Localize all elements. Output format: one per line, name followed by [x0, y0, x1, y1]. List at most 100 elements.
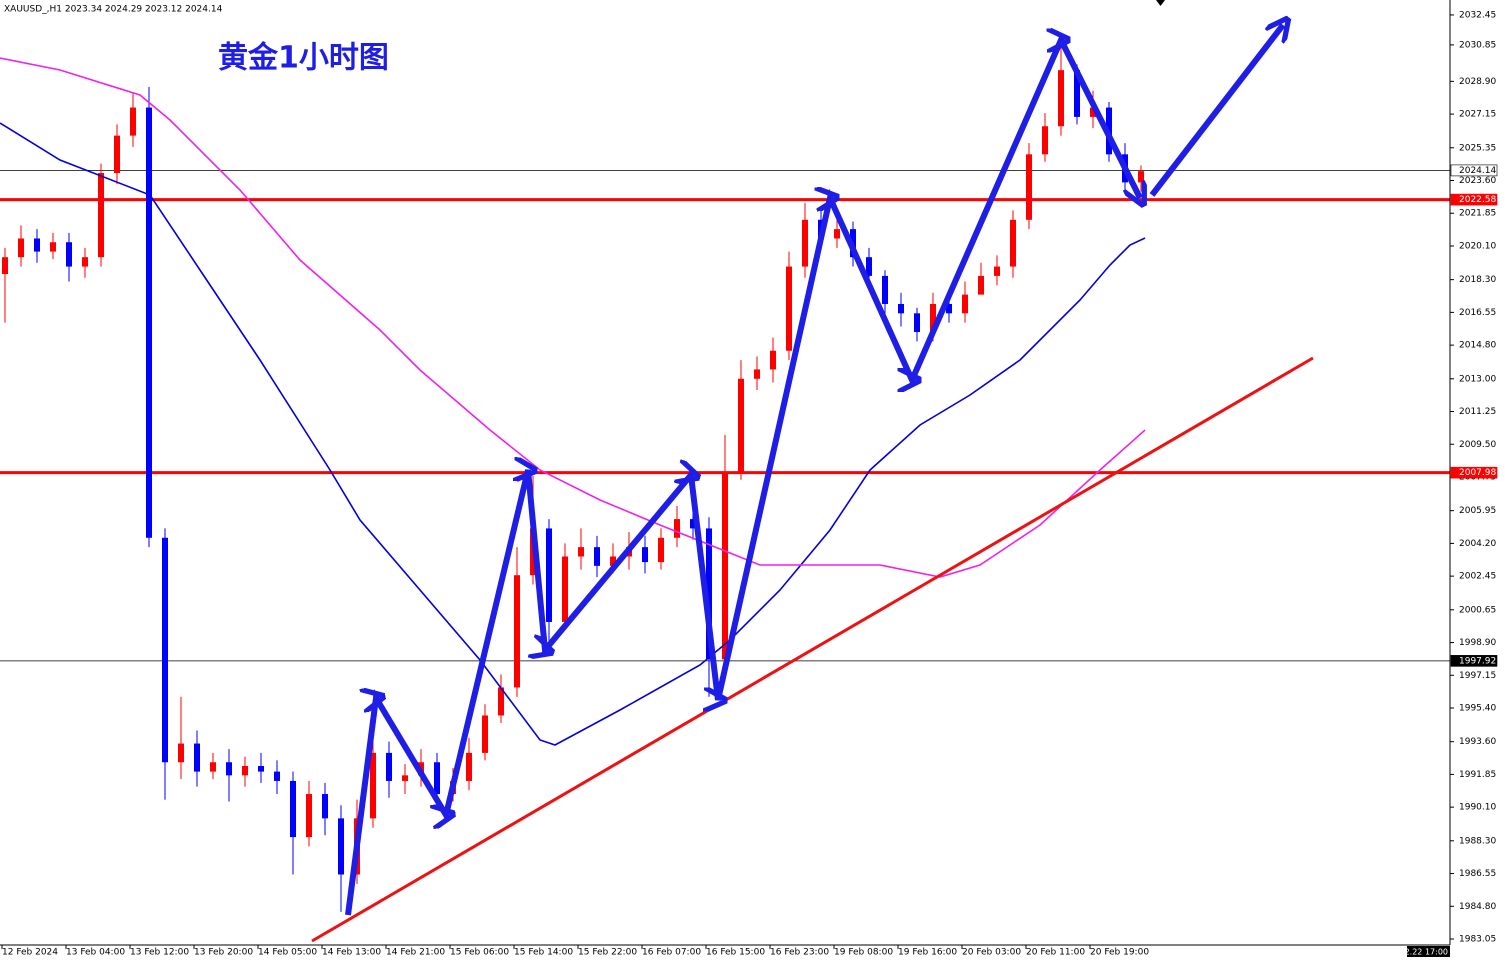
- y-tick-label: 1986.55: [1459, 869, 1496, 879]
- candle-body: [274, 771, 280, 781]
- y-tick-label: 2018.30: [1459, 275, 1496, 285]
- candle-body: [642, 547, 648, 563]
- level-label: 2024.14: [1459, 166, 1496, 176]
- candle-body: [738, 378, 744, 473]
- candle-body: [594, 547, 600, 566]
- y-tick-label: 2016.55: [1459, 308, 1496, 318]
- x-tick-label: 15 Feb 22:00: [578, 948, 637, 958]
- y-tick-label: 2013.00: [1459, 374, 1496, 384]
- x-tick-label: 12 Feb 2024: [2, 948, 58, 958]
- y-tick-label: 1995.40: [1459, 704, 1496, 714]
- y-tick-label: 1990.10: [1459, 803, 1496, 813]
- candle-body: [162, 537, 168, 763]
- x-tick-label: 16 Feb 07:00: [642, 948, 701, 958]
- candle-body: [770, 350, 776, 370]
- x-tick-label: 14 Feb 13:00: [322, 948, 381, 958]
- candle-body: [130, 107, 136, 136]
- overlays: [0, 25, 1314, 943]
- candle-body: [322, 794, 328, 819]
- x-tick-label: 19 Feb 08:00: [834, 948, 893, 958]
- level-label: 2007.98: [1459, 468, 1496, 478]
- y-tick-label: 2023.60: [1459, 176, 1496, 186]
- candle-body: [226, 762, 232, 776]
- candle-body: [482, 715, 488, 753]
- candle-body: [466, 752, 472, 781]
- candle-body: [994, 266, 1000, 276]
- level-badge: [1450, 466, 1498, 479]
- y-tick-label: 2014.80: [1459, 341, 1496, 351]
- candle-body: [242, 765, 248, 776]
- level-label: 2022.58: [1459, 195, 1496, 205]
- level-badge: [1450, 193, 1498, 206]
- y-tick-label: 2020.10: [1459, 241, 1496, 251]
- candle-body: [146, 107, 152, 538]
- candle-body: [514, 575, 520, 688]
- x-tick-label: 16 Feb 23:00: [770, 948, 829, 958]
- candle-body: [98, 173, 104, 258]
- candle-body: [562, 556, 568, 622]
- x-tick-label: 15 Feb 14:00: [514, 948, 573, 958]
- level-label: 1997.92: [1459, 656, 1496, 666]
- y-tick-label: 2030.85: [1459, 40, 1496, 50]
- y-tick-label: 2028.90: [1459, 77, 1496, 87]
- candle-body: [834, 229, 840, 239]
- x-tick-label: 13 Feb 04:00: [66, 948, 125, 958]
- y-tick-label: 2002.45: [1459, 572, 1496, 582]
- candle-body: [962, 294, 968, 314]
- x-tick-label: 16 Feb 15:00: [706, 948, 765, 958]
- time-badge: [1407, 946, 1450, 957]
- y-tick-label: 2004.20: [1459, 539, 1496, 549]
- x-tick-label: 14 Feb 21:00: [386, 948, 445, 958]
- candle-body: [674, 519, 680, 538]
- y-tick-label: 1997.15: [1459, 671, 1496, 681]
- x-tick-label: 15 Feb 06:00: [450, 948, 509, 958]
- y-tick-label: 1998.90: [1459, 638, 1496, 648]
- candle-body: [178, 743, 184, 763]
- candle-body: [194, 743, 200, 772]
- candle-body: [978, 275, 984, 295]
- y-tick-label: 2025.35: [1459, 143, 1496, 153]
- x-tick-label: 13 Feb 20:00: [194, 948, 253, 958]
- current-time: 2024.02.22 17:00: [1377, 948, 1448, 957]
- candle-body: [370, 752, 376, 819]
- chart-title: 黄金1小时图: [218, 41, 389, 76]
- wave-arrows: [345, 40, 1140, 916]
- symbol-header: XAUUSD_,H1 2023.34 2024.29 2023.12 2024.…: [4, 5, 223, 15]
- x-tick-label: 20 Feb 11:00: [1026, 948, 1085, 958]
- candle-body: [34, 238, 40, 252]
- y-tick-label: 2032.45: [1459, 10, 1496, 20]
- candle-body: [898, 303, 904, 314]
- candle-body: [882, 275, 888, 304]
- candle-body: [434, 762, 440, 795]
- x-tick-label: 13 Feb 12:00: [130, 948, 189, 958]
- candle-body: [1010, 219, 1016, 267]
- candle-body: [546, 528, 552, 622]
- candle-body: [210, 762, 216, 772]
- y-tick-label: 2005.95: [1459, 506, 1496, 516]
- forecast-arrow: [1149, 25, 1283, 197]
- y-tick-label: 2009.50: [1459, 440, 1496, 450]
- labels: 2032.45 2030.85 2028.90 2027.15 2025.35 2023.…: [1, 10, 1498, 958]
- candle-body: [658, 537, 664, 563]
- candle-body: [1042, 126, 1048, 155]
- x-tick-label: 19 Feb 16:00: [898, 948, 957, 958]
- candle-body: [258, 765, 264, 772]
- candle-body: [82, 257, 88, 267]
- candle-body: [290, 780, 296, 838]
- candle-body: [18, 238, 24, 258]
- candle-body: [1058, 70, 1064, 127]
- candle-body: [306, 794, 312, 838]
- x-tick-label: 14 Feb 05:00: [258, 948, 317, 958]
- y-tick-label: 2021.85: [1459, 209, 1496, 219]
- candle-body: [754, 369, 760, 379]
- candle-body: [50, 242, 56, 252]
- candle-body: [1138, 171, 1144, 183]
- x-tick-label: 20 Feb 19:00: [1090, 948, 1149, 958]
- candle-body: [578, 547, 584, 557]
- y-tick-label: 1991.85: [1459, 770, 1496, 780]
- y-tick-label: 1984.80: [1459, 902, 1496, 912]
- level-badge: [1450, 655, 1498, 667]
- candle-body: [1026, 154, 1032, 220]
